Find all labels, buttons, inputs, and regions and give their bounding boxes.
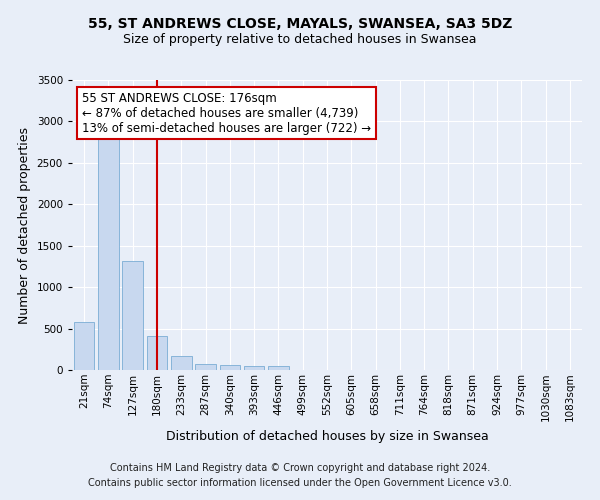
Text: Contains HM Land Registry data © Crown copyright and database right 2024.
Contai: Contains HM Land Registry data © Crown c…	[88, 462, 512, 487]
Bar	[146, 336, 167, 370]
Bar	[244, 366, 265, 370]
Bar	[171, 356, 191, 370]
Bar	[122, 262, 143, 370]
X-axis label: Distribution of detached houses by size in Swansea: Distribution of detached houses by size …	[166, 430, 488, 442]
Bar	[74, 322, 94, 370]
Text: 55 ST ANDREWS CLOSE: 176sqm
← 87% of detached houses are smaller (4,739)
13% of : 55 ST ANDREWS CLOSE: 176sqm ← 87% of det…	[82, 92, 371, 134]
Bar	[98, 128, 119, 370]
Bar	[268, 366, 289, 370]
Bar	[220, 366, 240, 370]
Bar	[195, 364, 216, 370]
Text: Size of property relative to detached houses in Swansea: Size of property relative to detached ho…	[123, 32, 477, 46]
Y-axis label: Number of detached properties: Number of detached properties	[18, 126, 31, 324]
Text: 55, ST ANDREWS CLOSE, MAYALS, SWANSEA, SA3 5DZ: 55, ST ANDREWS CLOSE, MAYALS, SWANSEA, S…	[88, 18, 512, 32]
